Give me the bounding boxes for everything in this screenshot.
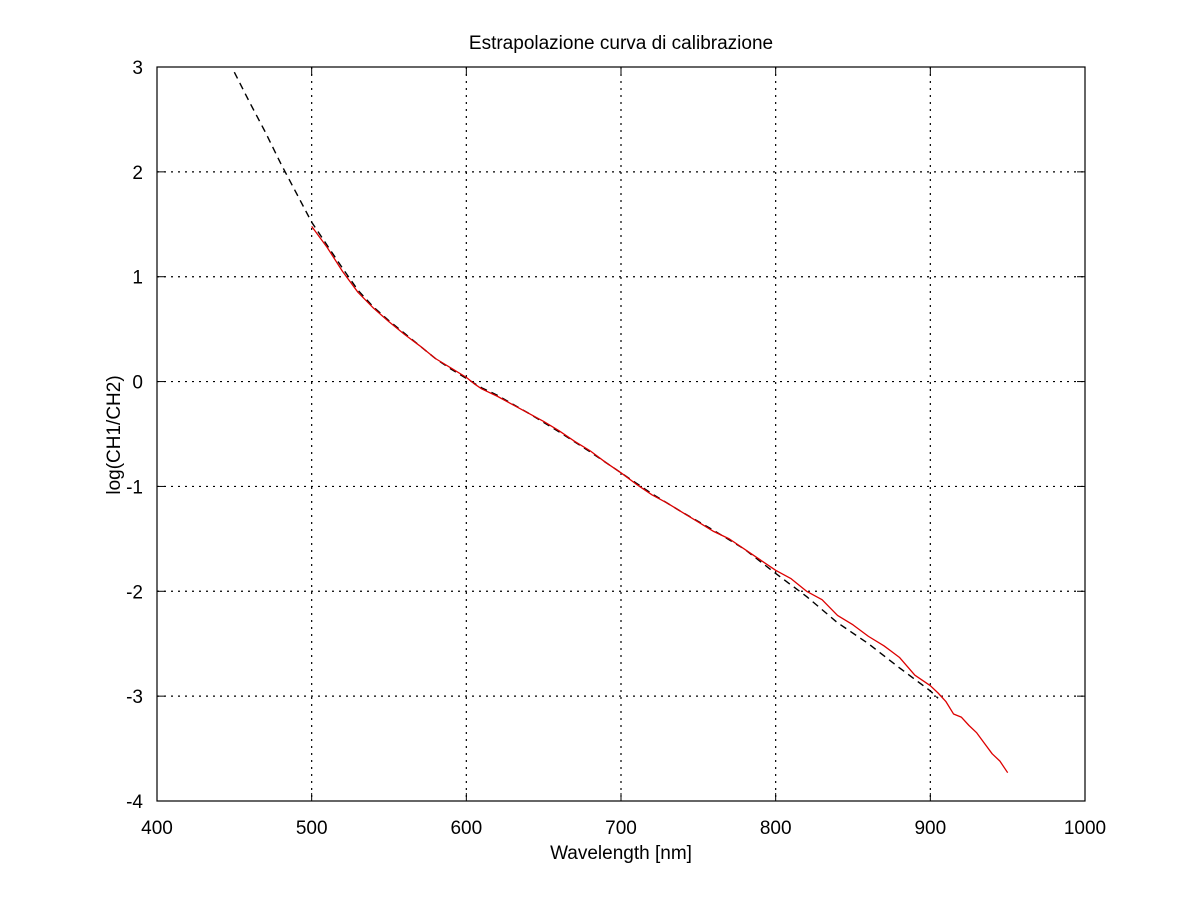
axis-ticks [156,66,1086,802]
y-tick-label: -2 [126,582,143,603]
y-tick-label: 1 [132,268,143,289]
x-tick-label: 500 [296,818,328,839]
grid-lines [157,67,1085,801]
x-tick-label: 900 [914,818,946,839]
y-tick-label: 3 [132,58,143,79]
y-tick-labels: -4 -3 -2 -1 0 1 2 3 [126,58,143,813]
data-series [233,71,1009,774]
x-axis-label: Wavelength [nm] [550,843,692,864]
y-tick-label: -3 [126,687,143,708]
extrapolated-curve-line [233,71,939,699]
x-tick-label: 800 [760,818,792,839]
x-tick-label: 700 [605,818,637,839]
chart-title: Estrapolazione curva di calibrazione [469,33,773,54]
y-tick-label: 0 [132,373,143,394]
y-axis-label: log(CH1/CH2) [104,375,125,494]
y-tick-label: -1 [126,477,143,498]
measured-curve-line [311,225,1009,774]
y-tick-label: -4 [126,792,143,813]
x-tick-labels: 400 500 600 700 800 900 1000 [141,818,1106,839]
x-tick-label: 400 [141,818,173,839]
x-tick-label: 1000 [1064,818,1106,839]
x-tick-label: 600 [450,818,482,839]
y-tick-label: 2 [132,163,143,184]
